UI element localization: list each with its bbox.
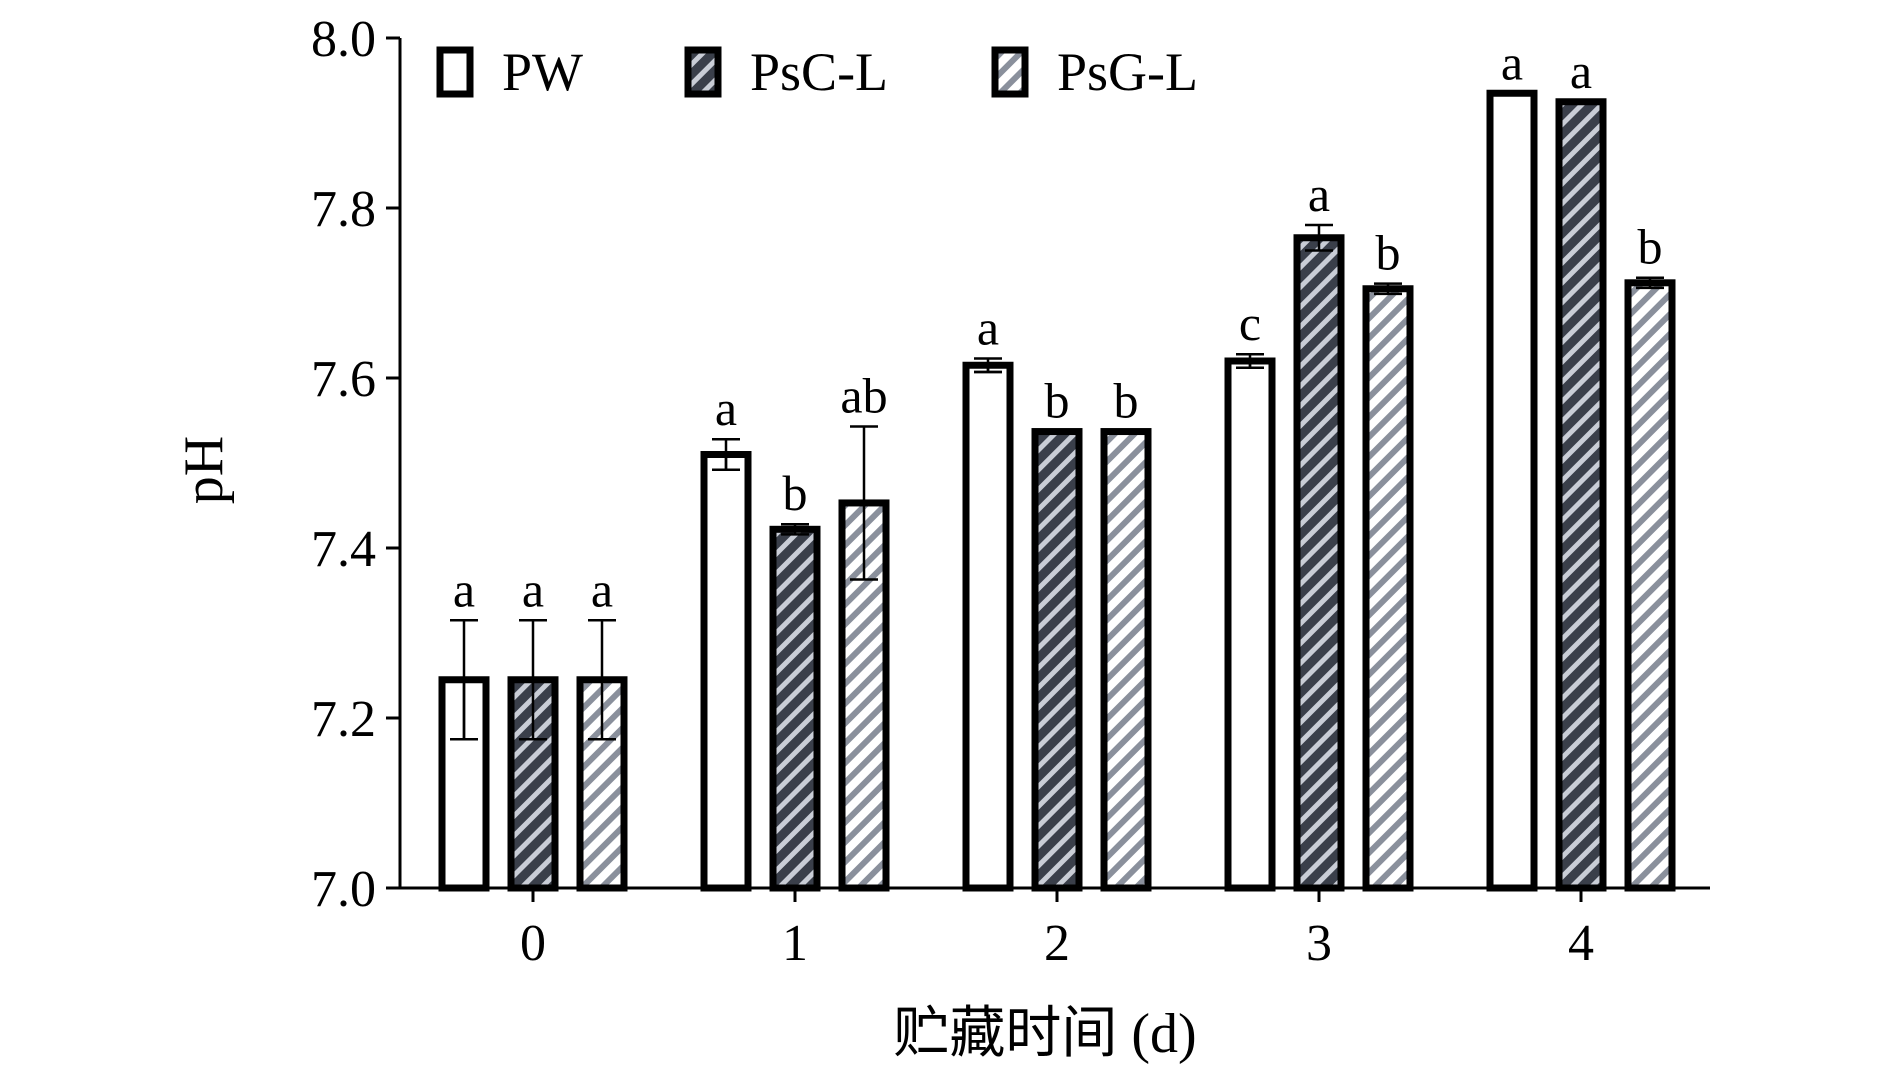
y-tick-label: 7.8	[311, 181, 376, 238]
x-tick-label: 3	[1306, 915, 1332, 972]
significance-label: b	[783, 465, 808, 521]
y-tick-label: 8.0	[311, 11, 376, 68]
legend: PW PsC-L PsG-L	[436, 42, 1198, 102]
significance-label: a	[715, 380, 737, 436]
axes: 7.0 7.2 7.4 7.6 7.8 8.0 0 1 2 3 4	[311, 11, 1710, 972]
legend-label: PsC-L	[750, 42, 888, 102]
legend-swatch-PW	[436, 46, 474, 98]
significance-label: b	[1376, 225, 1401, 281]
bar-PsG-L	[1362, 285, 1414, 892]
bar-PsG-L	[838, 499, 890, 892]
x-tick-label: 4	[1568, 915, 1594, 972]
legend-label: PW	[502, 42, 583, 102]
legend-swatch-PsC-L	[684, 46, 722, 98]
bar-PsG-L	[1624, 279, 1676, 892]
bar-PW	[1224, 357, 1276, 892]
bars	[438, 89, 1676, 892]
bar-PsC-L	[769, 525, 821, 892]
x-tick-label: 0	[520, 915, 546, 972]
significance-label: a	[1570, 43, 1592, 99]
x-tick-label: 2	[1044, 915, 1070, 972]
bar-PW	[700, 451, 752, 892]
significance-label: a	[1308, 166, 1330, 222]
bar-PsC-L	[1293, 234, 1345, 892]
y-tick-label: 7.0	[311, 861, 376, 918]
y-axis-title: pH	[173, 436, 235, 504]
x-tick-label: 1	[782, 915, 808, 972]
significance-label: b	[1045, 373, 1070, 429]
bar-PW	[962, 361, 1014, 892]
bar-PW	[1486, 89, 1538, 892]
y-tick-label: 7.2	[311, 691, 376, 748]
significance-label: b	[1114, 373, 1139, 429]
significance-label: a	[453, 561, 475, 617]
y-tick-label: 7.4	[311, 521, 376, 578]
x-axis-title: 贮藏时间 (d)	[893, 1003, 1196, 1065]
significance-label: c	[1239, 295, 1261, 351]
significance-label: ab	[840, 367, 887, 423]
y-tick-label: 7.6	[311, 351, 376, 408]
bar-PsC-L	[1031, 428, 1083, 892]
bar-PsC-L	[1555, 98, 1607, 892]
legend-label: PsG-L	[1057, 42, 1198, 102]
significance-label: a	[591, 561, 613, 617]
significance-label: a	[977, 299, 999, 355]
significance-label: b	[1638, 219, 1663, 275]
bar-PsG-L	[1100, 428, 1152, 892]
significance-label: a	[522, 561, 544, 617]
legend-swatch-PsG-L	[991, 46, 1029, 98]
significance-label: a	[1501, 34, 1523, 90]
